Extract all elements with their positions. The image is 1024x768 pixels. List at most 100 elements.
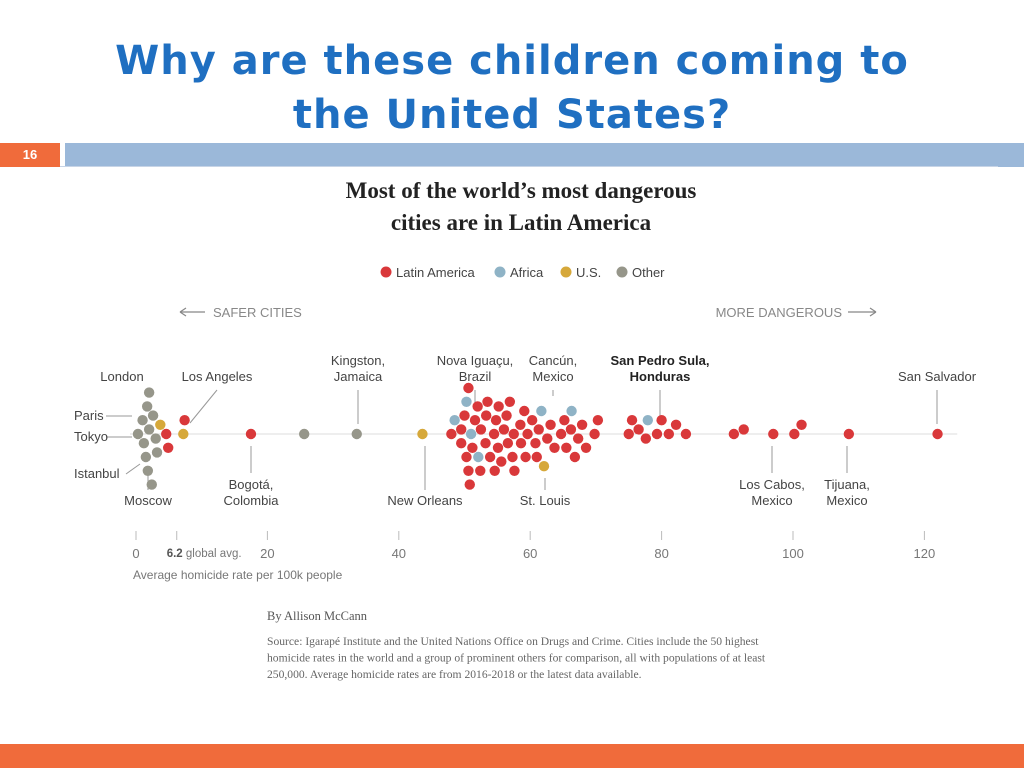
x-axis: 0 20 40 60 80 100 120 6.2 global avg. Average ho… — [132, 531, 935, 582]
arrow-left-icon — [179, 307, 205, 317]
data-point-latin_america — [504, 396, 516, 407]
city-label-kingston: Kingston, — [331, 353, 385, 368]
data-point-other — [138, 438, 150, 449]
data-point-other — [137, 415, 148, 426]
data-point-latin_america — [475, 424, 487, 435]
data-point-latin_america — [480, 438, 491, 449]
data-point-latin_america — [670, 419, 682, 430]
data-point-latin_america — [533, 424, 544, 435]
data-point-other — [132, 428, 144, 440]
data-point-latin_america — [493, 401, 504, 412]
data-point-other — [298, 428, 310, 440]
city-label-san-pedro-sula: Honduras — [630, 369, 691, 384]
data-point-latin_america — [498, 424, 510, 435]
legend-label-us: U.S. — [576, 265, 601, 280]
city-label-tijuana: Tijuana, — [824, 477, 870, 492]
data-point-latin_america — [796, 419, 807, 430]
data-point-latin_america — [496, 456, 507, 467]
legend-label-latin_america: Latin America — [396, 265, 476, 280]
data-point-latin_america — [459, 410, 470, 421]
data-point-africa — [566, 405, 577, 417]
data-point-latin_america — [932, 428, 943, 440]
data-points — [132, 382, 943, 490]
data-point-latin_america — [480, 410, 492, 421]
data-point-other — [151, 447, 163, 458]
leader-istanbul — [125, 463, 141, 475]
data-point-latin_america — [484, 451, 496, 463]
city-label-san-salvador: San Salvador — [898, 369, 977, 384]
x-axis-title: Average homicide rate per 100k people — [133, 568, 343, 582]
data-point-latin_america — [515, 438, 527, 449]
data-point-latin_america — [467, 442, 478, 453]
data-point-latin_america — [680, 428, 692, 440]
data-point-us — [538, 461, 550, 472]
x-tick-label: 60 — [523, 546, 537, 561]
city-label-los-cabos: Los Cabos, — [739, 477, 805, 492]
data-point-latin_america — [623, 428, 634, 440]
city-label-istanbul: Istanbul — [74, 466, 120, 481]
data-point-latin_america — [592, 415, 604, 426]
slide-number: 16 — [0, 143, 60, 167]
legend-label-africa: Africa — [510, 265, 544, 280]
chart-source-line: 250,000. Average homicide rates are from… — [267, 668, 642, 681]
data-point-latin_america — [633, 424, 644, 435]
legend-swatch-us — [560, 266, 572, 278]
x-tick-label: 20 — [260, 546, 274, 561]
chart-title-line-2: cities are in Latin America — [391, 210, 652, 235]
data-point-latin_america — [502, 438, 514, 449]
callout-leaders — [106, 389, 938, 490]
chart-source-line: homicide rates in the world and a group … — [267, 652, 766, 665]
data-point-latin_america — [530, 438, 541, 449]
arrow-right-icon — [848, 307, 877, 317]
homicide-chart: Most of the world’s most dangerous cities… — [74, 178, 977, 681]
data-point-latin_america — [463, 382, 474, 394]
data-point-africa — [473, 451, 484, 463]
data-point-other — [141, 401, 153, 412]
slide-title-line-1: Why are these children coming to — [115, 38, 909, 84]
data-point-latin_america — [561, 442, 572, 453]
city-label-canc-n: Mexico — [532, 369, 573, 384]
data-point-latin_america — [572, 433, 584, 444]
safer-cities-label: SAFER CITIES — [213, 305, 302, 320]
legend-label-other: Other — [632, 265, 665, 280]
data-point-latin_america — [179, 415, 190, 426]
data-point-latin_america — [728, 428, 740, 440]
leader-los-angeles — [189, 389, 218, 424]
data-point-latin_america — [508, 428, 519, 440]
data-point-latin_america — [531, 451, 542, 463]
chart-title-line-1: Most of the world’s most dangerous — [346, 178, 697, 203]
data-point-latin_america — [461, 451, 472, 463]
city-label-kingston: Jamaica — [334, 369, 383, 384]
data-point-latin_america — [482, 396, 493, 407]
slide-title: Why are these children coming to the Uni… — [0, 34, 1024, 142]
x-tick-label: 100 — [782, 546, 804, 561]
data-point-us — [417, 428, 428, 440]
data-point-latin_america — [245, 428, 257, 440]
data-point-latin_america — [789, 428, 800, 440]
data-point-latin_america — [490, 415, 502, 426]
data-point-latin_america — [626, 415, 638, 426]
chart-title: Most of the world’s most dangerous cities… — [346, 178, 697, 235]
data-point-latin_america — [576, 419, 588, 430]
data-point-latin_america — [651, 428, 663, 440]
global-avg-value: 6.2 — [167, 548, 186, 560]
data-point-latin_america — [522, 428, 533, 440]
data-point-latin_america — [456, 424, 467, 435]
data-point-latin_america — [656, 415, 667, 426]
global-avg-text: global avg. — [186, 548, 242, 560]
data-point-africa — [461, 396, 472, 407]
data-point-latin_america — [565, 424, 577, 435]
city-label-paris: Paris — [74, 408, 104, 423]
city-label-nova-igua-u: Nova Iguaçu, — [437, 353, 514, 368]
data-point-africa — [465, 428, 477, 440]
x-tick-label: 40 — [392, 546, 406, 561]
data-point-latin_america — [469, 415, 481, 426]
x-tick-label: 80 — [654, 546, 668, 561]
data-point-latin_america — [488, 428, 500, 440]
data-point-latin_america — [475, 465, 486, 476]
data-point-us — [178, 428, 189, 440]
data-point-latin_america — [162, 442, 174, 453]
data-point-other — [150, 433, 161, 444]
data-point-latin_america — [463, 465, 474, 476]
data-point-other — [140, 451, 152, 463]
